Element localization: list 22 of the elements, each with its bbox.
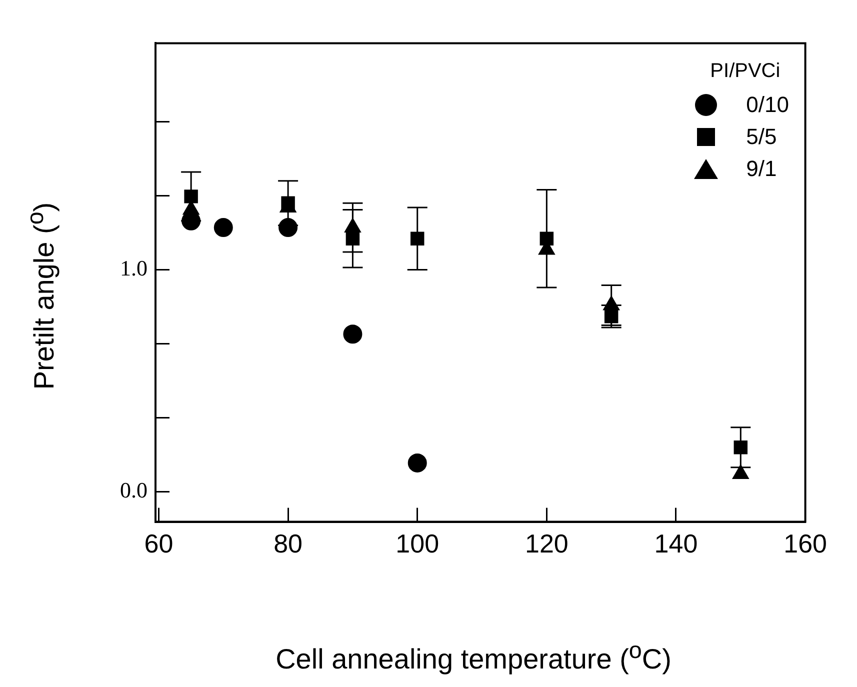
x-tick-label: 160 [784,528,828,559]
x-tick-label: 80 [274,528,303,559]
point [343,324,362,344]
y-tick-label: 0.0 [120,478,148,503]
point [408,453,427,472]
point [604,310,618,324]
legend-label: 9/1 [746,156,777,182]
x-tick-label: 60 [144,528,174,559]
legend-label: 5/5 [746,124,777,150]
x-tick-label: 120 [524,528,568,559]
x-tick-label: 100 [396,528,440,559]
point [734,440,748,454]
point [410,232,424,246]
point [184,190,198,204]
legend-label: 0/10 [746,92,789,118]
legend-title: PI/PVCi [710,60,782,83]
point [214,218,233,238]
x-axis-title: Cell annealing temperature ($^{o}$C) [274,636,672,675]
y-tick-label: 1.0 [120,256,148,281]
point [346,232,360,246]
x-tick-label: 140 [654,528,698,559]
point [278,218,298,238]
